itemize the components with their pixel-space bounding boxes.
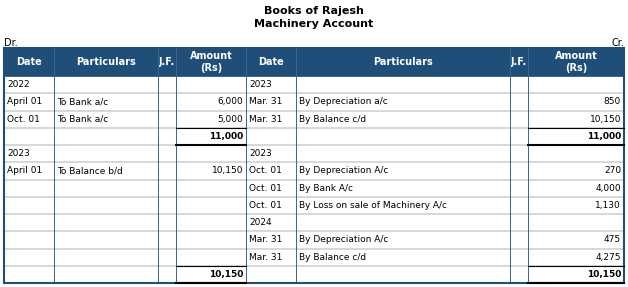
Text: Oct. 01: Oct. 01 [7,115,40,124]
Text: 10,150: 10,150 [212,166,243,175]
Text: 850: 850 [604,97,621,106]
Text: Books of Rajesh: Books of Rajesh [264,6,364,16]
Text: 10,150: 10,150 [587,270,621,279]
Text: 10,150: 10,150 [208,270,243,279]
Text: Oct. 01: Oct. 01 [249,201,282,210]
Text: Dr.: Dr. [4,38,18,48]
Text: Mar. 31: Mar. 31 [249,235,283,244]
Text: 4,000: 4,000 [595,184,621,193]
Text: 11,000: 11,000 [208,132,243,141]
Text: Particulars: Particulars [373,57,433,67]
Text: Oct. 01: Oct. 01 [249,184,282,193]
Bar [4,48,624,76]
Text: April 01: April 01 [7,166,42,175]
Text: By Bank A/c: By Bank A/c [299,184,353,193]
Text: Mar. 31: Mar. 31 [249,115,283,124]
Text: 2022: 2022 [7,80,30,89]
Text: By Balance c/d: By Balance c/d [299,253,366,262]
Bar [4,48,624,283]
Text: Date: Date [258,57,284,67]
Text: Cr.: Cr. [611,38,624,48]
Text: Particulars: Particulars [76,57,136,67]
Text: Amount
(Rs): Amount (Rs) [190,51,232,73]
Text: Oct. 01: Oct. 01 [249,166,282,175]
Text: By Depreciation a/c: By Depreciation a/c [299,97,387,106]
Text: 2024: 2024 [249,218,272,227]
Text: By Depreciation A/c: By Depreciation A/c [299,235,388,244]
Text: Machinery Account: Machinery Account [254,19,374,29]
Text: Date: Date [16,57,42,67]
Text: 11,000: 11,000 [587,132,621,141]
Text: 2023: 2023 [249,149,272,158]
Text: 1,130: 1,130 [595,201,621,210]
Text: 2023: 2023 [249,80,272,89]
Text: 6,000: 6,000 [217,97,243,106]
Text: 4,275: 4,275 [595,253,621,262]
Bar [4,48,624,76]
Text: To Bank a/c: To Bank a/c [57,115,108,124]
Text: By Depreciation A/c: By Depreciation A/c [299,166,388,175]
Text: 5,000: 5,000 [217,115,243,124]
Text: J.F.: J.F. [511,57,527,67]
Text: By Loss on sale of Machinery A/c: By Loss on sale of Machinery A/c [299,201,447,210]
Text: 10,150: 10,150 [590,115,621,124]
Text: 270: 270 [604,166,621,175]
Text: To Bank a/c: To Bank a/c [57,97,108,106]
Text: By Balance c/d: By Balance c/d [299,115,366,124]
Text: J.F.: J.F. [159,57,175,67]
Text: 475: 475 [604,235,621,244]
Text: April 01: April 01 [7,97,42,106]
Text: Mar. 31: Mar. 31 [249,253,283,262]
Text: Amount
(Rs): Amount (Rs) [555,51,597,73]
Text: Mar. 31: Mar. 31 [249,97,283,106]
Text: To Balance b/d: To Balance b/d [57,166,122,175]
Text: 2023: 2023 [7,149,30,158]
